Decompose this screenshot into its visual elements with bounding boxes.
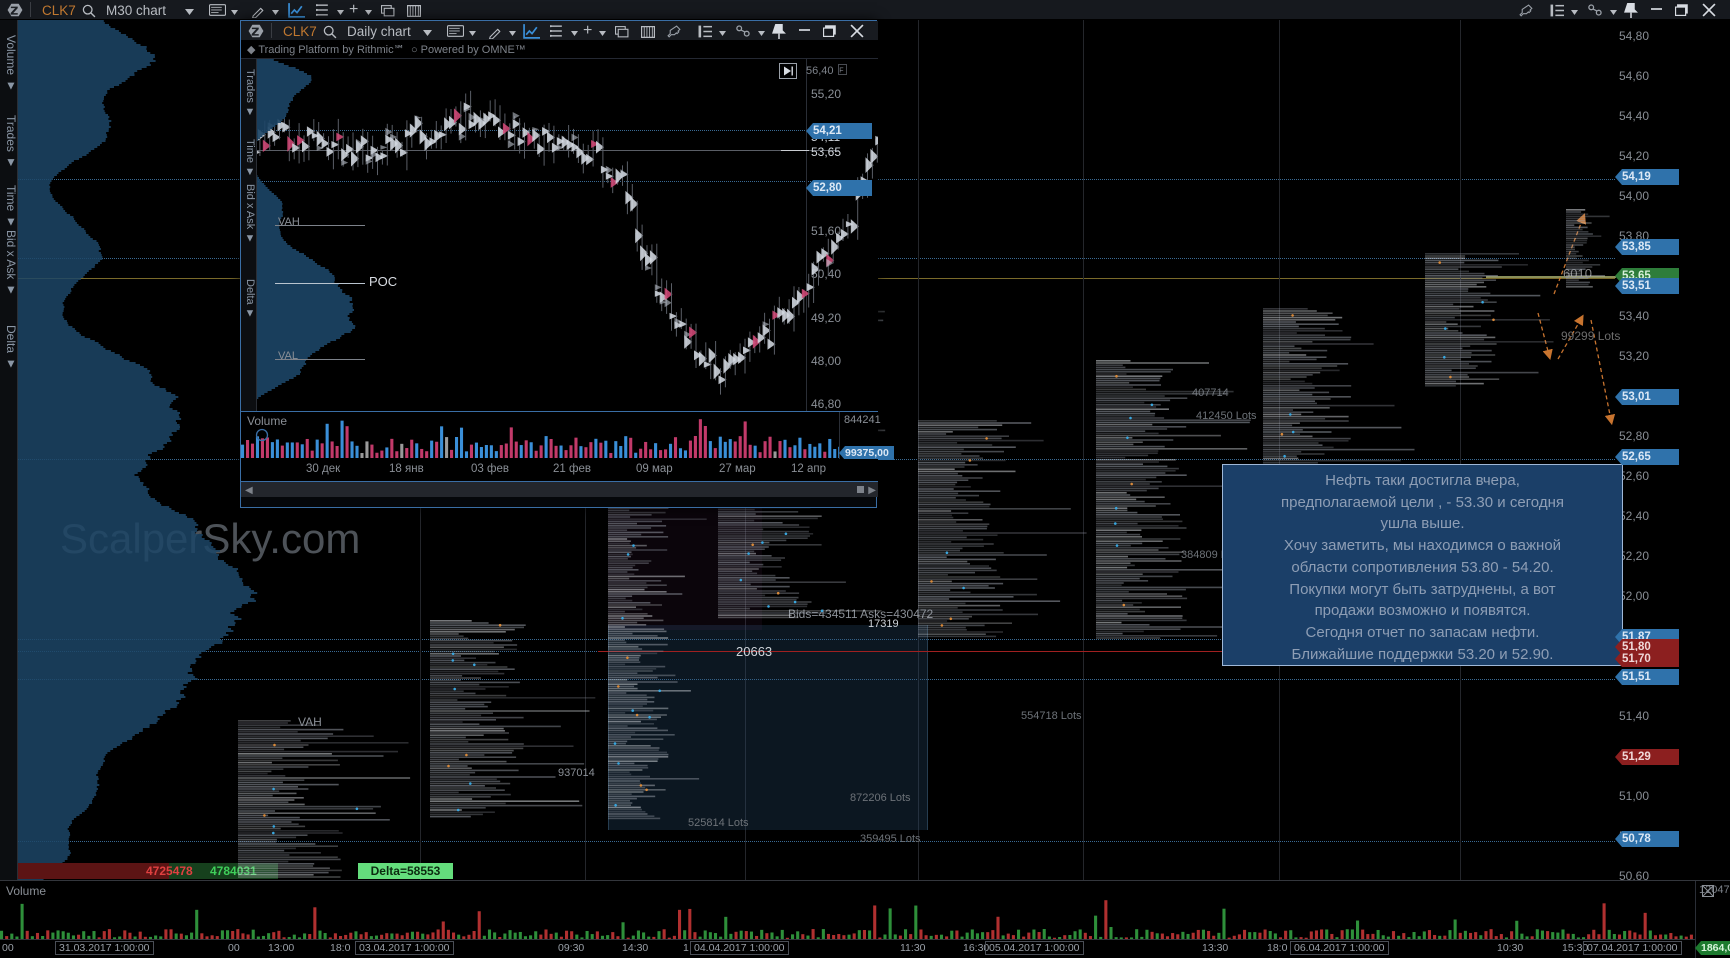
svg-text:F: F <box>839 67 843 74</box>
svg-text:99299 Lots: 99299 Lots <box>1561 329 1620 343</box>
